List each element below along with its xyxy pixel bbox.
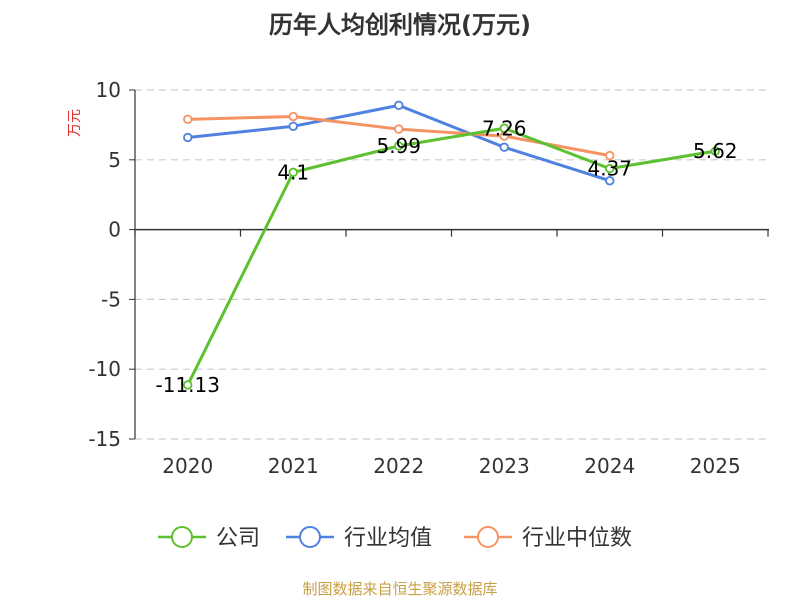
y-tick-label: -5 [101,287,121,311]
legend-marker [300,527,320,547]
legend-label: 公司 [216,526,260,551]
x-tick-label: 2025 [690,454,741,478]
data-label: 5.62 [693,139,738,163]
legend: 公司 行业均值 行业中位数 [158,526,632,551]
data-point [500,143,508,151]
data-point [184,116,192,124]
legend-label: 行业均值 [344,526,432,551]
y-tick-label: 5 [108,148,121,172]
x-tick-label: 2023 [479,454,530,478]
data-label: 5.99 [376,134,421,158]
y-axis-label: 万元 [67,109,83,137]
data-label: 4.1 [277,160,309,184]
x-tick-label: 2021 [268,454,319,478]
data-point [289,113,297,121]
legend-marker [478,527,498,547]
y-tick-label: 0 [108,218,121,242]
chart-title: 历年人均创利情况(万元) [269,11,531,39]
y-tick-label: -10 [88,357,121,381]
x-tick-label: 2020 [162,454,213,478]
y-tick-label: -15 [88,427,121,451]
data-point [395,125,403,133]
series-line [188,128,716,385]
legend-item: 行业中位数 [464,526,632,551]
legend-item: 行业均值 [286,526,432,551]
data-label: 7.26 [482,116,527,140]
data-label: -11.13 [156,373,220,397]
x-tick-label: 2024 [584,454,635,478]
x-tick-label: 2022 [373,454,424,478]
legend-label: 行业中位数 [522,526,632,551]
legend-marker [172,527,192,547]
series-0 [184,124,719,388]
data-point [184,134,192,142]
data-label: 4.37 [587,157,632,181]
y-tick-label: 10 [96,78,121,102]
data-point [289,122,297,130]
data-point [395,102,403,110]
grid-lines [135,90,768,439]
legend-item: 公司 [158,526,260,551]
data-labels: -11.13 4.1 5.99 7.26 4.37 5.62 [156,116,738,397]
series-lines [184,102,719,389]
source-note: 制图数据来自恒生聚源数据库 [302,580,497,598]
